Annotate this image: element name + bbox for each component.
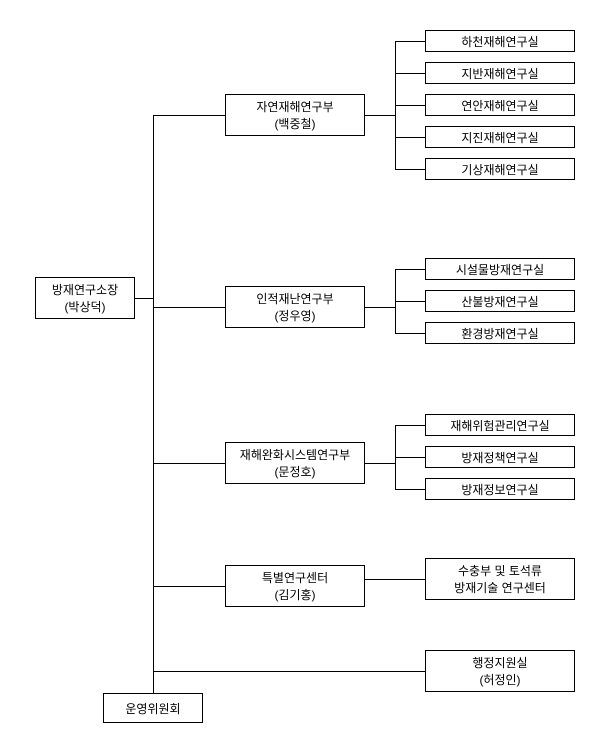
dept4-box: 특별연구센터 (김기홍) <box>225 565 365 607</box>
dept3-lab1-hline <box>395 457 425 458</box>
trunk-dept3 <box>153 463 225 464</box>
dept2-lab-1: 산불방재연구실 <box>425 290 575 312</box>
dept1-title: 자연재해연구부 <box>256 98 333 115</box>
dept1-lab-4: 기상재해연구실 <box>425 158 575 180</box>
committee-box: 운영위원회 <box>103 693 203 723</box>
dept2-title: 인적재난연구부 <box>256 290 333 307</box>
dept1-lab-2: 연안재해연구실 <box>425 94 575 116</box>
root-box: 방재연구소장 (박상덕) <box>35 277 135 319</box>
dept5-head: (허정인) <box>479 671 520 688</box>
dept1-head: (백중철) <box>274 115 315 132</box>
dept1-lab0-hline <box>395 41 425 42</box>
dept4-lab-hline <box>365 579 425 580</box>
dept3-lab0-hline <box>395 425 425 426</box>
dept1-lab2-hline <box>395 105 425 106</box>
dept5-title: 행정지원실 <box>472 654 527 671</box>
dept3-lab-0: 재해위험관리연구실 <box>425 414 575 436</box>
trunk-dept2 <box>153 307 225 308</box>
dept1-lab-3: 지진재해연구실 <box>425 126 575 148</box>
root-title: 방재연구소장 <box>52 281 118 298</box>
dept1-lab1-hline <box>395 73 425 74</box>
dept2-branch-hline <box>365 307 395 308</box>
dept4-head: (김기홍) <box>274 586 315 603</box>
trunk-dept4 <box>153 586 225 587</box>
dept2-lab-2: 환경방재연구실 <box>425 322 575 344</box>
root-trunk-hline <box>135 298 153 299</box>
dept3-box: 재해완화시스템연구부 (문정호) <box>225 442 365 484</box>
dept2-lab1-hline <box>395 301 425 302</box>
dept3-head: (문정호) <box>274 463 315 480</box>
dept2-lab2-hline <box>395 333 425 334</box>
trunk-dept5 <box>153 671 425 672</box>
dept3-lab-1: 방재정책연구실 <box>425 446 575 468</box>
dept1-lab4-hline <box>395 169 425 170</box>
dept3-title: 재해완화시스템연구부 <box>240 446 350 463</box>
dept1-lab-1: 지반재해연구실 <box>425 62 575 84</box>
dept1-branch-hline <box>365 115 395 116</box>
dept4-lab: 수충부 및 토석류 방재기술 연구센터 <box>425 558 575 600</box>
dept3-lab2-hline <box>395 489 425 490</box>
dept3-branch-hline <box>365 463 395 464</box>
dept2-box: 인적재난연구부 (정우영) <box>225 286 365 328</box>
committee-title: 운영위원회 <box>125 700 180 717</box>
dept1-lab-0: 하천재해연구실 <box>425 30 575 52</box>
trunk-dept1 <box>153 115 225 116</box>
dept3-lab-2: 방재정보연구실 <box>425 478 575 500</box>
root-head: (박상덕) <box>64 298 105 315</box>
dept2-head: (정우영) <box>274 307 315 324</box>
dept1-box: 자연재해연구부 (백중철) <box>225 94 365 136</box>
dept1-lab3-hline <box>395 137 425 138</box>
dept2-lab-0: 시설물방재연구실 <box>425 258 575 280</box>
dept4-title: 특별연구센터 <box>262 569 328 586</box>
main-trunk <box>153 115 154 693</box>
dept5-box: 행정지원실 (허정인) <box>425 650 575 692</box>
dept2-lab0-hline <box>395 269 425 270</box>
